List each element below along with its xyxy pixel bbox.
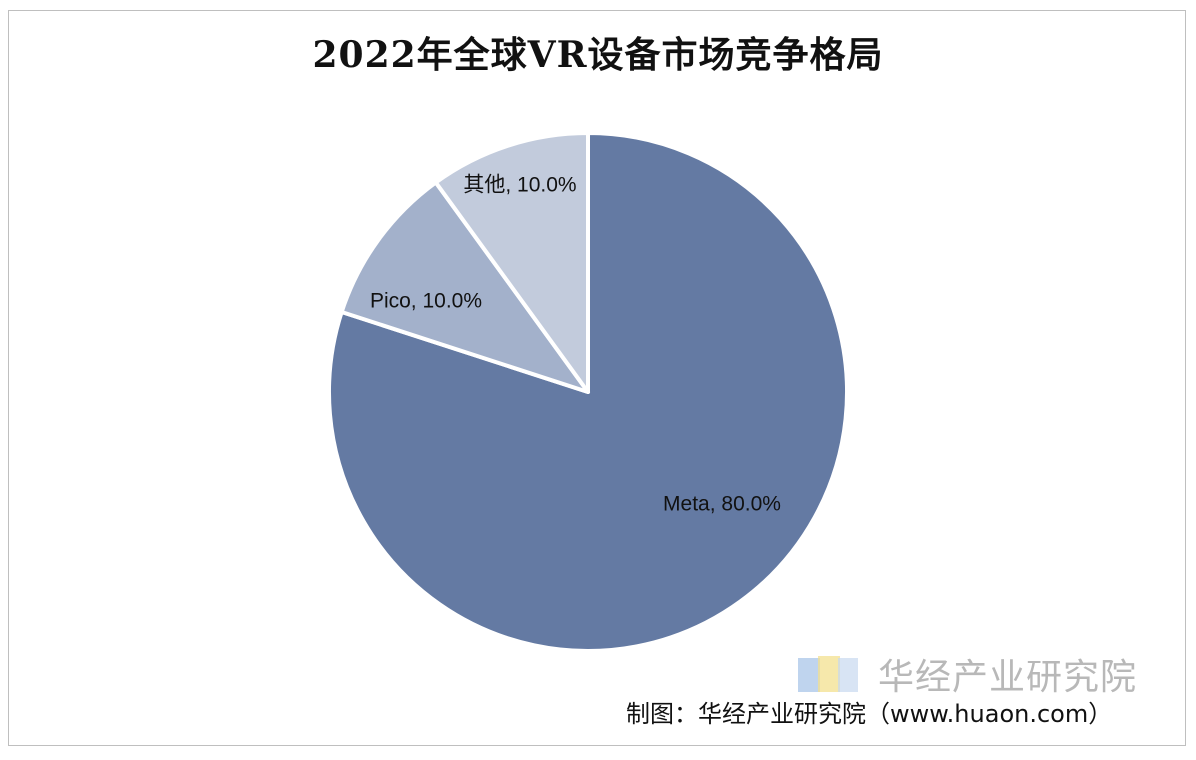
data-label-2: 其他, 10.0% xyxy=(463,174,576,197)
data-label-0: Meta, 80.0% xyxy=(663,493,781,516)
watermark-logo-icon xyxy=(798,654,860,694)
pie-slice-0 xyxy=(327,131,849,653)
pie-slice-1 xyxy=(339,180,590,394)
data-label-1: Pico, 10.0% xyxy=(370,290,482,313)
chart-title: 2022年全球VR设备市场竞争格局 xyxy=(312,34,884,76)
watermark: 华经产业研究院 xyxy=(798,648,1137,700)
watermark-text: 华经产业研究院 xyxy=(878,657,1138,698)
pie-slice-2 xyxy=(433,131,590,394)
source-note: 制图：华经产业研究院（www.huaon.com） xyxy=(626,700,1113,728)
